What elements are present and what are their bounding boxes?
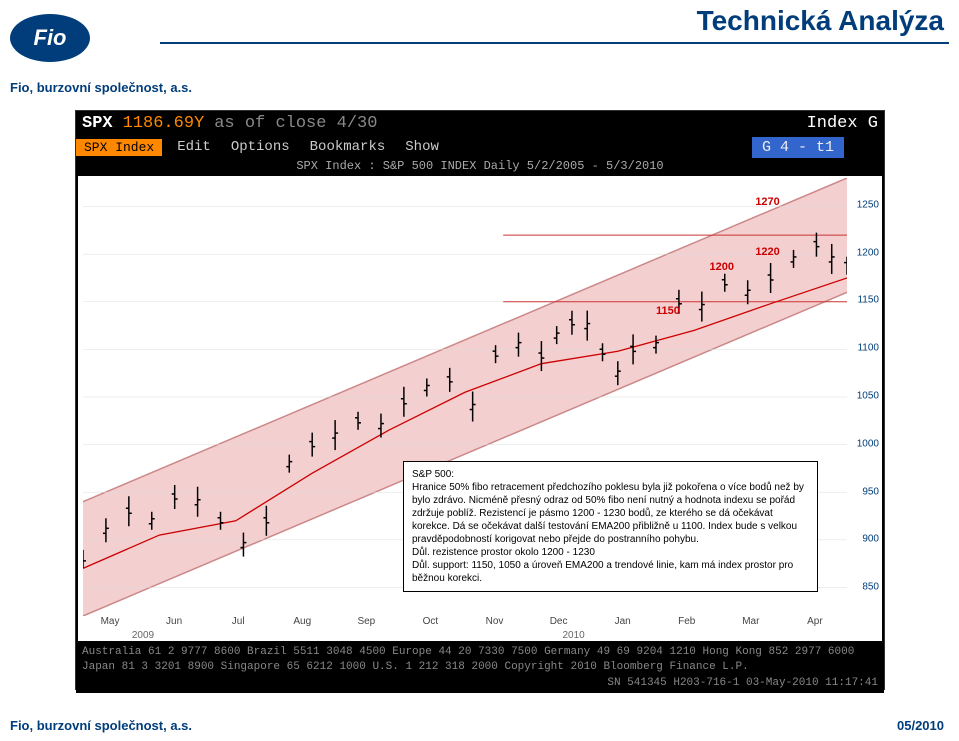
logo: Fio <box>10 10 160 65</box>
menu-options[interactable]: Options <box>231 139 290 155</box>
price-label: 1270 <box>755 196 779 208</box>
footer-contacts-1: Australia 61 2 9777 8600 Brazil 5511 304… <box>82 645 878 660</box>
x-year: 2009 <box>132 630 154 641</box>
x-tick: Jan <box>591 616 655 641</box>
page-footer-left: Fio, burzovní společnost, a.s. <box>10 718 192 733</box>
x-tick: Aug <box>270 616 334 641</box>
y-tick: 1150 <box>857 295 879 306</box>
y-tick: 1000 <box>857 438 879 449</box>
ticker-box[interactable]: SPX Index <box>76 139 162 156</box>
y-tick: 1100 <box>857 343 879 354</box>
price-label: 1220 <box>755 246 779 258</box>
index-label: Index G <box>807 114 878 133</box>
asof-label: as of close 4/30 <box>214 114 377 133</box>
x-tick: Mar <box>719 616 783 641</box>
analysis-body: Hranice 50% fibo retracement předchozího… <box>412 481 809 546</box>
chart-area[interactable]: 1270 1220 1200 1150 850 900 950 1000 1050 1100 11… <box>78 176 882 641</box>
y-tick: 950 <box>862 486 879 497</box>
analysis-resistance: Důl. rezistence prostor okolo 1200 - 123… <box>412 546 809 559</box>
chart-description: SPX Index : S&P 500 INDEX Daily 5/2/2005… <box>76 158 884 174</box>
footer-contacts-2: Japan 81 3 3201 8900 Singapore 65 6212 1… <box>82 660 878 675</box>
page-footer-right: 05/2010 <box>897 718 944 733</box>
symbol: SPX <box>82 114 113 133</box>
x-tick: Sep <box>334 616 398 641</box>
x-year: 2010 <box>562 630 584 641</box>
footer-timestamp: SN 541345 H203-716-1 03-May-2010 11:17:4… <box>82 676 878 691</box>
price-label: 1200 <box>709 261 733 273</box>
last-price: 1186.69Y <box>123 114 205 133</box>
price-label: 1150 <box>656 305 680 317</box>
logo-mark: Fio <box>10 14 90 62</box>
y-axis: 850 900 950 1000 1050 1100 1150 1200 1250 <box>847 176 882 616</box>
menu-bookmarks[interactable]: Bookmarks <box>310 139 386 155</box>
y-tick: 850 <box>862 582 879 593</box>
y-tick: 1200 <box>857 247 879 258</box>
y-tick: 1250 <box>857 199 879 210</box>
terminal-footer: Australia 61 2 9777 8600 Brazil 5511 304… <box>76 643 884 693</box>
x-tick: Oct <box>398 616 462 641</box>
y-tick: 1050 <box>857 391 879 402</box>
bloomberg-terminal: SPX 1186.69Y as of close 4/30 Index G SP… <box>75 110 885 690</box>
company-subtitle: Fio, burzovní společnost, a.s. <box>10 80 192 95</box>
menu-show[interactable]: Show <box>405 139 439 155</box>
analysis-box: S&P 500: Hranice 50% fibo retracement př… <box>403 461 818 592</box>
menu-edit[interactable]: Edit <box>177 139 211 155</box>
page-title: Technická Analýza <box>697 5 944 37</box>
x-axis: MayJunJulAugSepOctNovDecJanFebMarApr2009… <box>78 616 847 641</box>
analysis-support: Důl. support: 1150, 1050 a úroveň EMA200… <box>412 559 809 585</box>
function-code: G 4 - t1 <box>752 137 844 158</box>
terminal-toolbar: SPX Index Edit Options Bookmarks Show G … <box>76 136 884 158</box>
x-tick: Jul <box>206 616 270 641</box>
header-divider <box>160 42 949 44</box>
y-tick: 900 <box>862 534 879 545</box>
terminal-quote-bar: SPX 1186.69Y as of close 4/30 Index G <box>76 111 884 136</box>
x-tick: Feb <box>655 616 719 641</box>
analysis-title: S&P 500: <box>412 468 809 481</box>
x-tick: Apr <box>783 616 847 641</box>
page-header: Fio Technická Analýza <box>0 0 959 75</box>
x-tick: Nov <box>462 616 526 641</box>
